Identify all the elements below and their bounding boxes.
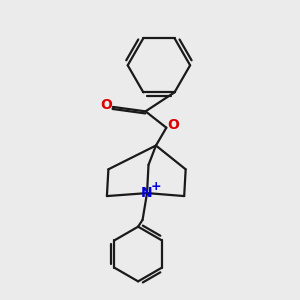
Text: O: O [100,98,112,112]
Text: +: + [151,180,161,193]
Text: N: N [141,186,153,200]
Text: O: O [167,118,179,132]
